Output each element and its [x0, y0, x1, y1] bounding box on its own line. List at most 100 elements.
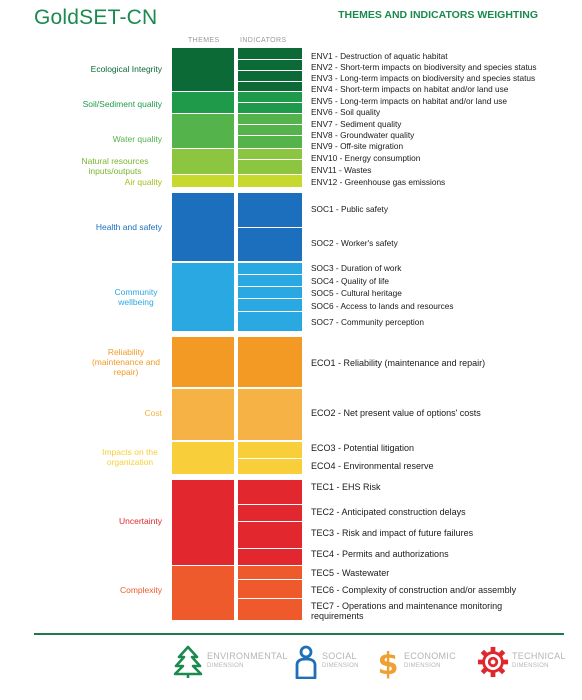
indicator-separator: - — [332, 84, 341, 94]
legend-technical-name: TECHNICAL — [512, 651, 566, 661]
indicator-block — [238, 228, 302, 261]
indicator-text: Destruction of aquatic habitat — [340, 51, 448, 61]
indicator-separator: - — [332, 96, 341, 106]
indicator-label: ENV9 - Off-site migration — [311, 141, 403, 151]
indicator-code: ENV10 — [311, 153, 338, 163]
theme-label: Air quality — [124, 177, 162, 187]
indicator-separator: - — [337, 177, 345, 187]
gear-icon — [477, 646, 509, 678]
indicator-label: SOC6 - Access to lands and resources — [311, 301, 454, 311]
indicator-text: Greenhouse gas emissions — [344, 177, 446, 187]
indicator-label: ENV4 - Short-term impacts on habitat and… — [311, 84, 508, 94]
indicator-block — [238, 549, 302, 565]
indicator-separator: - — [332, 51, 341, 61]
indicator-text: Soil quality — [340, 107, 381, 117]
indicator-label: ENV7 - Sediment quality — [311, 119, 401, 129]
indicator-label: ECO1 - Reliability (maintenance and repa… — [311, 358, 485, 368]
indicator-label: ECO3 - Potential litigation — [311, 443, 414, 453]
indicator-label: ECO2 - Net present value of options' cos… — [311, 408, 481, 418]
indicator-code: ENV2 — [311, 62, 333, 72]
indicator-text: Net present value of options' costs — [343, 408, 481, 418]
page-title: GoldSET-CN — [34, 6, 158, 29]
indicator-separator: - — [335, 461, 344, 471]
indicator-label: TEC1 - EHS Risk — [311, 482, 381, 492]
indicator-label: SOC4 - Quality of life — [311, 276, 389, 286]
indicator-separator: - — [335, 443, 344, 453]
indicator-label: SOC5 - Cultural heritage — [311, 288, 402, 298]
indicator-code: TEC3 — [311, 528, 335, 538]
theme-label: Natural resources inputs/outputs — [81, 156, 149, 176]
indicator-block — [238, 114, 302, 124]
indicator-text: Wastewater — [342, 568, 390, 578]
indicator-code: SOC1 — [311, 204, 334, 214]
indicator-text: Risk and impact of future failures — [342, 528, 474, 538]
indicator-label: ENV5 - Long-term impacts on habitat and/… — [311, 96, 507, 106]
theme-label: Soil/Sediment quality — [82, 99, 162, 109]
indicator-text: Potential litigation — [343, 443, 415, 453]
indicator-text: Groundwater quality — [340, 130, 415, 140]
indicator-separator: - — [333, 238, 341, 248]
indicator-text: Cultural heritage — [340, 288, 402, 298]
indicator-separator: - — [333, 204, 341, 214]
indicator-block — [238, 459, 302, 474]
theme-block — [172, 337, 234, 387]
indicator-text: Wastes — [344, 165, 372, 175]
tree-icon — [173, 645, 203, 678]
indicator-block — [238, 103, 302, 113]
indicator-text: Short-term impacts on biodiversity and s… — [340, 62, 537, 72]
theme-label: Impacts on the organization — [102, 447, 158, 467]
indicator-block — [238, 263, 302, 274]
legend-environmental-name: ENVIRONMENTAL — [207, 651, 288, 661]
indicator-code: ENV7 — [311, 119, 333, 129]
indicator-text: Long-term impacts on habitat and/or land… — [340, 96, 508, 106]
indicator-label: TEC5 - Wastewater — [311, 568, 389, 578]
legend-economic-name: ECONOMIC — [404, 651, 456, 661]
indicator-text: Access to lands and resources — [340, 301, 454, 311]
indicator-separator: - — [336, 165, 345, 175]
indicator-code: ECO3 — [311, 443, 336, 453]
indicator-separator: - — [332, 73, 341, 83]
indicator-text: EHS Risk — [342, 482, 381, 492]
person-icon — [295, 645, 317, 679]
indicator-separator: - — [334, 585, 343, 595]
indicator-text: Quality of life — [340, 276, 389, 286]
indicator-separator: - — [333, 317, 341, 327]
indicator-separator: - — [332, 107, 341, 117]
indicator-separator: - — [334, 528, 343, 538]
indicator-separator: - — [332, 119, 341, 129]
theme-block — [172, 263, 234, 331]
indicator-text: Energy consumption — [344, 153, 421, 163]
indicator-block — [238, 160, 302, 174]
indicator-label: ENV10 - Energy consumption — [311, 153, 420, 163]
legend-social-sub: DIMENSION — [322, 663, 359, 669]
indicator-block — [238, 48, 302, 59]
theme-label: Uncertainty — [119, 516, 162, 526]
divider — [34, 633, 564, 635]
indicator-text: Complexity of construction and/or assemb… — [342, 585, 517, 595]
indicator-code: ECO4 — [311, 461, 336, 471]
indicator-code: SOC2 — [311, 238, 334, 248]
indicator-separator: - — [332, 130, 341, 140]
theme-block — [172, 114, 234, 148]
indicator-code: ENV12 — [311, 177, 338, 187]
indicator-separator: - — [334, 568, 343, 578]
legend-environmental-sub: DIMENSION — [207, 663, 244, 669]
indicator-block — [238, 566, 302, 579]
indicator-code: SOC6 — [311, 301, 334, 311]
indicator-code: TEC5 — [311, 568, 335, 578]
indicator-code: ENV3 — [311, 73, 333, 83]
indicator-separator: - — [333, 301, 341, 311]
indicator-code: TEC1 — [311, 482, 335, 492]
indicator-code: ENV1 — [311, 51, 333, 61]
indicator-code: ENV4 — [311, 84, 333, 94]
indicator-block — [238, 505, 302, 521]
dollar-icon: $ — [378, 647, 399, 679]
indicator-label: SOC2 - Worker's safety — [311, 238, 398, 248]
indicator-label: TEC2 - Anticipated construction delays — [311, 507, 466, 517]
theme-label: Complexity — [119, 585, 162, 595]
theme-block — [172, 92, 234, 113]
indicator-text: Duration of work — [340, 263, 402, 273]
indicator-separator: - — [333, 288, 341, 298]
page-subtitle: THEMES AND INDICATORS WEIGHTING — [338, 9, 538, 21]
indicator-label: SOC7 - Community perception — [311, 317, 424, 327]
